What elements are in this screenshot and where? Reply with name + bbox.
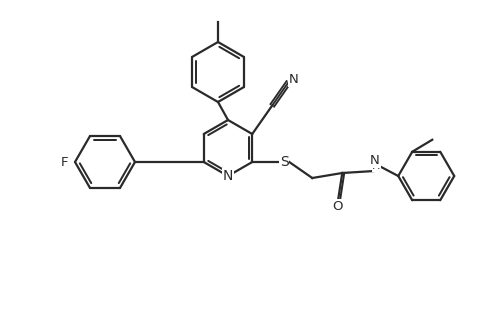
Text: O: O — [332, 200, 343, 212]
Text: N: N — [369, 154, 379, 167]
Text: H: H — [372, 161, 381, 171]
Text: S: S — [280, 155, 289, 169]
Text: F: F — [60, 156, 68, 169]
Text: N: N — [289, 73, 298, 86]
Text: N: N — [223, 169, 233, 183]
